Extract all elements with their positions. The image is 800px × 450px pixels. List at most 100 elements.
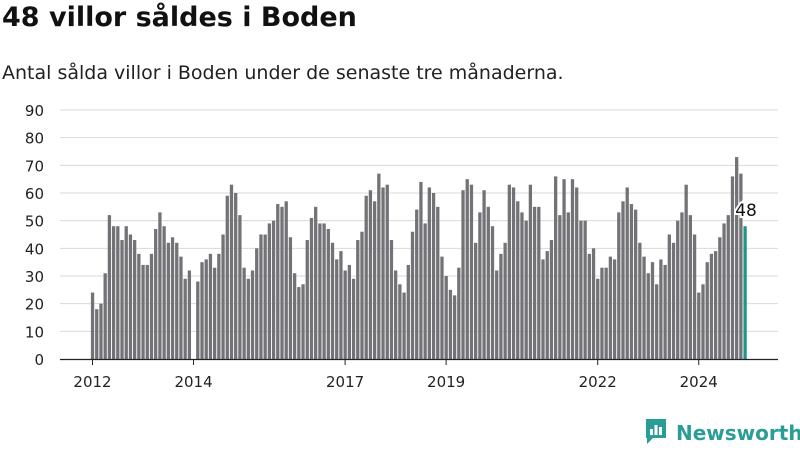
bar — [499, 253, 503, 359]
bar — [587, 253, 591, 359]
bar — [351, 278, 356, 359]
bar — [250, 270, 255, 359]
bars — [90, 157, 747, 359]
bar — [596, 278, 600, 359]
x-tick-label: 2012 — [73, 373, 111, 391]
bar — [419, 181, 423, 359]
bar — [713, 251, 718, 359]
bar — [537, 206, 541, 359]
bar — [196, 281, 200, 359]
bar — [431, 193, 436, 359]
bar — [457, 267, 461, 359]
bar — [722, 223, 726, 359]
bar — [154, 228, 158, 359]
brand-logo: Newsworthy — [644, 418, 800, 448]
bar — [149, 253, 154, 359]
bar — [107, 215, 112, 359]
bar — [507, 184, 511, 359]
bar — [116, 226, 120, 359]
bar — [490, 226, 495, 359]
bar — [469, 184, 474, 359]
bar — [625, 187, 629, 359]
bar — [474, 242, 478, 359]
bar — [684, 184, 688, 359]
bar — [394, 270, 398, 359]
bar — [524, 220, 528, 359]
bar — [179, 256, 183, 359]
bar — [158, 212, 162, 359]
bar — [347, 264, 352, 359]
bar — [120, 240, 124, 359]
bar — [217, 253, 221, 359]
bar — [259, 234, 263, 359]
bar — [591, 248, 596, 359]
bar — [604, 267, 608, 359]
bar — [175, 242, 179, 359]
bar — [452, 295, 457, 359]
bar — [356, 240, 360, 359]
bar — [461, 190, 465, 359]
bar — [436, 206, 440, 359]
bar — [111, 226, 116, 359]
bar — [406, 264, 410, 359]
bar — [701, 284, 705, 359]
bar — [633, 209, 638, 359]
x-tick-label: 2017 — [326, 373, 364, 391]
bar — [579, 220, 583, 359]
x-tick-label: 2014 — [174, 373, 212, 391]
bar — [133, 240, 137, 359]
bar — [229, 184, 234, 359]
bar — [364, 195, 368, 359]
bar — [360, 231, 364, 359]
bar — [335, 259, 339, 359]
bar — [718, 237, 722, 359]
bar — [495, 270, 499, 359]
bar — [511, 187, 516, 359]
y-tick-label: 30 — [25, 268, 44, 286]
bar — [486, 206, 490, 359]
bar — [735, 157, 739, 359]
bar — [128, 234, 133, 359]
bar — [541, 259, 545, 359]
bar — [503, 242, 507, 359]
bar — [170, 237, 175, 359]
bar — [322, 223, 326, 359]
bar — [562, 179, 566, 359]
bar — [600, 267, 604, 359]
bar — [389, 240, 394, 359]
bar — [444, 276, 448, 359]
bar — [427, 187, 431, 359]
bar — [314, 206, 318, 359]
bar — [478, 212, 482, 359]
bar — [263, 234, 267, 359]
bar-highlight — [743, 226, 747, 359]
chart-subtitle: Antal sålda villor i Boden under de sena… — [2, 62, 564, 84]
bar — [739, 173, 743, 359]
bar — [200, 262, 204, 359]
y-tick-label: 80 — [25, 130, 44, 148]
y-tick-label: 90 — [25, 102, 44, 120]
bar — [343, 270, 347, 359]
bar — [381, 187, 385, 359]
bar — [271, 220, 276, 359]
bar — [377, 173, 381, 359]
chart-title: 48 villor såldes i Boden — [2, 2, 357, 33]
bar — [667, 234, 671, 359]
bar — [145, 264, 149, 359]
bar — [301, 284, 305, 359]
bar — [676, 220, 680, 359]
bar — [280, 206, 284, 359]
bar — [465, 179, 469, 359]
bar — [183, 278, 187, 359]
bar — [650, 262, 655, 359]
bar — [305, 240, 309, 359]
bar — [99, 303, 103, 359]
bar — [621, 201, 625, 359]
bar — [242, 267, 246, 359]
bar — [234, 193, 238, 359]
bar — [688, 215, 693, 359]
bar — [655, 284, 659, 359]
x-tick-label: 2022 — [579, 373, 617, 391]
